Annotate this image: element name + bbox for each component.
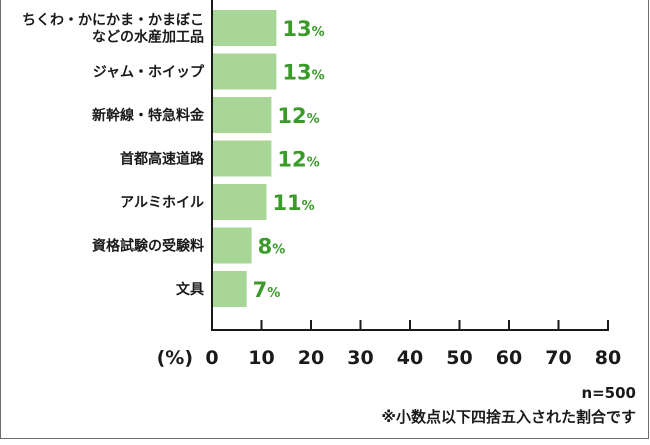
value-label: 13% [282, 17, 324, 41]
value-label: 12% [277, 104, 319, 128]
bar [212, 10, 277, 46]
x-tick-label: 0 [205, 347, 218, 369]
x-tick-label: 60 [496, 347, 522, 369]
bar [212, 227, 252, 264]
right-border [648, 0, 649, 439]
category-label: 首都高速道路 [120, 151, 205, 168]
value-label: 8% [258, 235, 286, 259]
rounding-note: ※小数点以下四捨五入された割合です [381, 408, 636, 426]
left-border [0, 0, 1, 439]
category-label: ジャム・ホイップ [93, 65, 205, 81]
bar [212, 53, 277, 90]
bar [212, 184, 267, 220]
category-label: 文具 [176, 281, 204, 298]
x-tick-label: 10 [248, 347, 274, 369]
value-label: 13% [282, 61, 324, 85]
bar [212, 271, 247, 307]
bar [212, 97, 272, 133]
value-label: 11% [272, 191, 314, 215]
sample-size-note: n=500 [581, 384, 636, 402]
category-label: ちくわ・かにかま・かまぼこなどの水産加工品 [22, 13, 204, 46]
value-label: 12% [277, 148, 319, 172]
x-tick-label: 20 [298, 347, 324, 369]
value-label: 7% [253, 278, 281, 302]
x-tick-label: 80 [595, 347, 621, 369]
bar [212, 140, 272, 177]
x-tick-label: 40 [397, 347, 423, 369]
x-axis-unit-label: (%) [157, 347, 193, 369]
category-label: 新幹線・特急料金 [92, 107, 205, 124]
x-tick-label: 30 [347, 347, 373, 369]
category-label: アルミホイル [120, 195, 204, 211]
category-label: 資格試験の受験料 [92, 238, 204, 255]
x-tick-label: 50 [446, 347, 472, 369]
bottom-border [0, 438, 648, 439]
x-tick-label: 70 [545, 347, 571, 369]
